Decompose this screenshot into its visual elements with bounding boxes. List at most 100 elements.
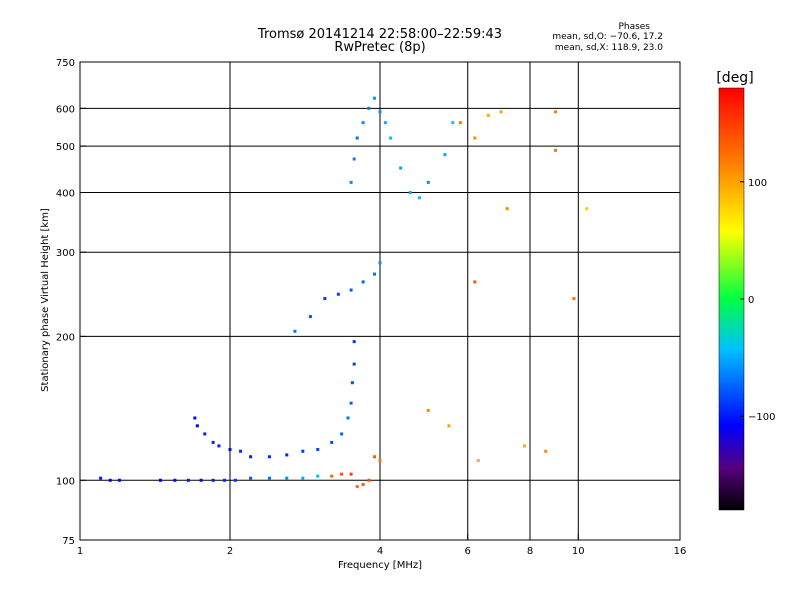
data-point xyxy=(211,478,215,482)
data-point xyxy=(373,455,377,459)
data-point xyxy=(316,474,320,478)
data-point xyxy=(361,280,365,284)
data-point xyxy=(316,447,320,451)
data-point xyxy=(301,449,305,453)
data-point xyxy=(361,482,365,486)
data-point xyxy=(108,478,112,482)
phases-title: Phases xyxy=(618,22,650,32)
data-point xyxy=(383,121,387,125)
data-point xyxy=(211,440,215,444)
data-point xyxy=(378,110,382,114)
x-tick-label: 1 xyxy=(77,546,83,557)
data-point xyxy=(340,432,344,436)
y-tick-label: 200 xyxy=(56,332,75,343)
data-point xyxy=(352,157,356,161)
x-tick-label: 2 xyxy=(227,546,233,557)
data-point xyxy=(228,447,232,451)
data-point xyxy=(117,478,121,482)
colorbar-tick-label: 100 xyxy=(748,178,767,189)
data-point xyxy=(330,440,334,444)
data-point xyxy=(349,472,353,476)
phase-o-stats: mean, sd,O: −70.6, 17.2 xyxy=(552,32,663,42)
data-point xyxy=(373,272,377,276)
data-point xyxy=(505,207,509,211)
data-point xyxy=(426,180,430,184)
data-point xyxy=(367,106,371,110)
data-point xyxy=(523,444,527,448)
x-tick-label: 8 xyxy=(527,546,533,557)
data-point xyxy=(585,207,589,211)
y-tick-label: 75 xyxy=(62,536,75,547)
data-point xyxy=(99,476,103,480)
data-point xyxy=(249,455,253,459)
data-point xyxy=(193,416,197,420)
data-point xyxy=(367,478,371,482)
data-point xyxy=(378,261,382,265)
data-point xyxy=(352,340,356,344)
y-tick-label: 100 xyxy=(56,476,75,487)
data-point xyxy=(223,478,227,482)
data-point xyxy=(349,401,353,405)
data-point xyxy=(473,136,477,140)
data-point xyxy=(399,166,403,170)
x-tick-label: 6 xyxy=(465,546,471,557)
y-tick-label: 600 xyxy=(56,104,75,115)
data-point xyxy=(417,196,421,200)
data-point xyxy=(451,121,455,125)
colorbar-label: [deg] xyxy=(716,70,753,86)
data-point xyxy=(352,362,356,366)
data-point xyxy=(285,476,289,480)
data-point xyxy=(361,121,365,125)
y-tick-label: 500 xyxy=(56,142,75,153)
data-point xyxy=(267,476,271,480)
data-point xyxy=(173,478,177,482)
data-point xyxy=(195,424,199,428)
chart-title: Tromsø 20141214 22:58:00–22:59:43 xyxy=(257,27,503,42)
data-point xyxy=(373,96,377,100)
data-point xyxy=(233,478,237,482)
data-point xyxy=(217,444,221,448)
x-tick-label: 16 xyxy=(674,546,687,557)
x-tick-label: 4 xyxy=(377,546,383,557)
y-tick-label: 400 xyxy=(56,188,75,199)
data-point xyxy=(346,416,350,420)
data-point xyxy=(355,136,359,140)
data-point xyxy=(443,153,447,157)
data-point xyxy=(408,190,412,194)
colorbar-tick-label: −100 xyxy=(748,412,775,423)
chart-subtitle: RwPretec (8p) xyxy=(334,40,426,55)
data-point xyxy=(323,297,327,301)
data-point xyxy=(350,381,354,385)
colorbar xyxy=(718,87,745,511)
data-point xyxy=(499,110,503,114)
data-point xyxy=(458,121,462,125)
data-point xyxy=(203,432,207,436)
data-point xyxy=(553,148,557,152)
x-axis-label: Frequency [MHz] xyxy=(338,560,422,571)
data-point xyxy=(308,315,312,319)
data-point xyxy=(293,329,297,333)
y-tick-label: 750 xyxy=(56,58,75,69)
data-point xyxy=(199,478,203,482)
data-point xyxy=(355,485,359,489)
data-point xyxy=(336,292,340,296)
data-point xyxy=(426,408,430,412)
data-point xyxy=(158,478,162,482)
data-point xyxy=(447,424,451,428)
data-point xyxy=(267,455,271,459)
phase-x-stats: mean, sd,X: 118.9, 23.0 xyxy=(554,43,663,53)
data-point xyxy=(473,280,477,284)
y-tick-label: 300 xyxy=(56,248,75,259)
colorbar-tick-label: 0 xyxy=(748,295,754,306)
data-point xyxy=(330,474,334,478)
data-point xyxy=(572,297,576,301)
data-point xyxy=(249,476,253,480)
data-point xyxy=(340,472,344,476)
data-point xyxy=(389,136,393,140)
data-point xyxy=(349,288,353,292)
data-point xyxy=(301,476,305,480)
data-point xyxy=(544,449,548,453)
x-tick-label: 10 xyxy=(572,546,585,557)
data-point xyxy=(186,478,190,482)
